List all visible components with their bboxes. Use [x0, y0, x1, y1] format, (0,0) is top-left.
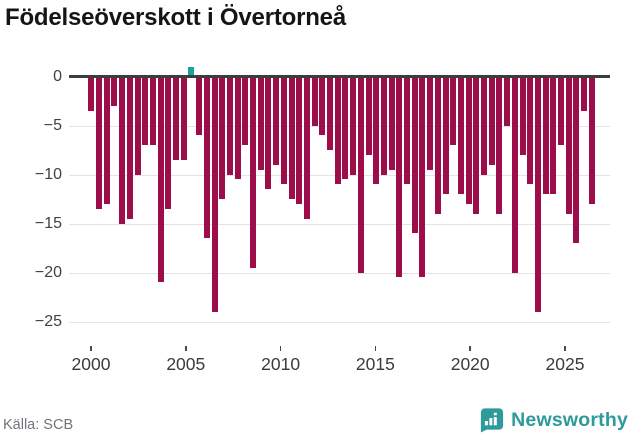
bar [388, 76, 395, 170]
bar [196, 76, 203, 136]
bar [404, 76, 410, 185]
newsworthy-brand-text: Newsworthy [511, 408, 628, 431]
bar [103, 76, 110, 204]
bar [481, 76, 487, 175]
zero-line [69, 75, 610, 78]
bar [419, 76, 426, 278]
y-axis-label: −5 [43, 116, 62, 134]
bar [257, 76, 264, 170]
bar [188, 66, 195, 77]
bar [504, 76, 511, 126]
bar [380, 76, 387, 175]
bar [573, 76, 580, 244]
bar [250, 76, 256, 268]
x-axis-label: 2000 [71, 354, 111, 374]
gridline [69, 321, 610, 323]
bar [473, 76, 480, 214]
bar [96, 76, 102, 209]
bar [496, 76, 503, 214]
bar [226, 76, 233, 175]
bar [280, 76, 287, 185]
bar [134, 76, 141, 175]
x-axis-label: 2010 [261, 354, 301, 374]
bar [119, 76, 126, 224]
bar [373, 76, 380, 185]
bar [219, 76, 226, 199]
bar [157, 76, 164, 283]
newsworthy-brand: Newsworthy [478, 405, 628, 435]
bar [180, 76, 187, 160]
y-axis-label: −20 [34, 263, 62, 281]
bar [427, 76, 434, 170]
bar [273, 76, 280, 165]
bar [558, 76, 564, 146]
x-tick-mark [469, 346, 471, 351]
bar [303, 76, 310, 219]
bar [488, 76, 495, 165]
x-tick-mark [185, 346, 187, 351]
newsworthy-logo-icon [478, 406, 505, 434]
bar [342, 76, 349, 180]
bar [327, 76, 333, 150]
x-tick-mark [374, 346, 377, 351]
bar [350, 76, 357, 175]
y-axis-label: −10 [34, 165, 62, 183]
bar [265, 76, 272, 190]
gridline [69, 223, 610, 225]
bar [88, 76, 95, 111]
x-axis-label: 2020 [450, 354, 490, 374]
bar [565, 76, 572, 214]
chart-title: Födelseöverskott i Övertorneå [5, 4, 346, 31]
bar [411, 76, 418, 234]
bar [111, 76, 118, 106]
bar [319, 76, 326, 136]
x-axis-label: 2025 [545, 354, 585, 374]
bar [334, 76, 341, 185]
bar [173, 76, 179, 160]
bar [365, 76, 372, 155]
bar [542, 76, 549, 195]
bar [457, 76, 464, 195]
x-tick-mark [279, 346, 282, 351]
source-label: Källa: SCB [3, 417, 74, 433]
bar [519, 76, 526, 155]
bar [126, 76, 133, 219]
x-axis-label: 2015 [355, 354, 395, 374]
bar [357, 76, 364, 273]
bar [242, 76, 249, 146]
bar [234, 76, 241, 180]
y-axis-label: −15 [34, 214, 62, 232]
bar [396, 76, 403, 278]
bar [142, 76, 149, 146]
bar [511, 76, 518, 273]
bar [296, 76, 303, 204]
x-tick-mark [564, 346, 566, 351]
bar [527, 76, 534, 185]
bar [465, 76, 472, 204]
y-axis-label: 0 [53, 67, 62, 85]
bar [311, 76, 318, 126]
bar [165, 76, 172, 209]
bar [288, 76, 295, 199]
bar [450, 76, 457, 146]
bar [442, 76, 449, 195]
y-axis-label: −25 [34, 312, 62, 330]
gridline [69, 272, 610, 274]
bar [588, 76, 595, 204]
bar [434, 76, 441, 214]
bar [550, 76, 557, 195]
bar [581, 76, 588, 111]
x-axis-label: 2005 [166, 354, 206, 374]
bar [203, 76, 210, 239]
bar [149, 76, 156, 146]
bar [211, 76, 218, 312]
x-tick-mark [90, 346, 92, 351]
bar [534, 76, 541, 312]
